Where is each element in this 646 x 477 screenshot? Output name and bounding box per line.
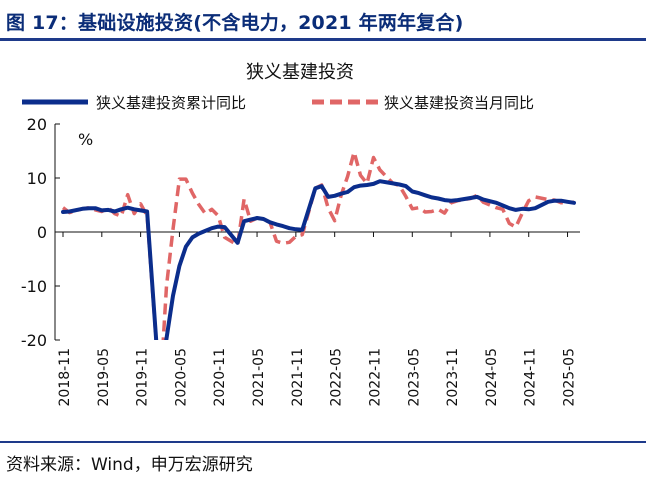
x-tick-label: 2022-11 (367, 348, 383, 407)
chart-title: 狭义基建投资 (246, 62, 354, 83)
figure-title: 图 17：基础设施投资(不含电力，2021 年两年复合) (6, 12, 464, 34)
x-tick-label: 2018-11 (57, 348, 73, 407)
y-tick-label: 20 (27, 115, 47, 134)
x-tick-label: 2024-05 (484, 348, 500, 407)
title-rule (0, 38, 646, 41)
x-tick-label: 2023-11 (445, 348, 461, 407)
y-tick-label: 0 (37, 223, 47, 242)
series-layer (61, 150, 576, 340)
y-tick-label: 10 (27, 169, 47, 188)
x-tick-label: 2024-11 (523, 348, 539, 407)
source-rule (0, 441, 646, 443)
legend-label-monthly: 狭义基建投资当月同比 (384, 94, 534, 112)
y-unit-label: % (78, 130, 93, 149)
x-tick-label: 2020-05 (173, 348, 189, 407)
legend-label-cumulative: 狭义基建投资累计同比 (96, 94, 246, 112)
figure-header: 图 17：基础设施投资(不含电力，2021 年两年复合) (0, 0, 646, 44)
x-tick-label: 2023-05 (406, 348, 422, 407)
x-axis-ticks: 2018-11 2019-05 2019-11 2020-05 2020-11 2021-… (57, 232, 578, 407)
x-tick-label: 2020-11 (212, 348, 228, 407)
y-axis-ticks: 20 10 0 -10 -20 (21, 115, 60, 350)
y-tick-label: -20 (21, 331, 47, 350)
x-tick-label: 2021-05 (251, 348, 267, 407)
x-tick-label: 2019-05 (96, 348, 112, 407)
x-tick-label: 2022-05 (329, 348, 345, 407)
source-note: 资料来源：Wind，申万宏源研究 (6, 455, 253, 475)
legend: 狭义基建投资累计同比 狭义基建投资当月同比 (22, 94, 534, 112)
x-tick-label: 2019-11 (135, 348, 151, 407)
x-tick-label: 2021-11 (290, 348, 306, 407)
series-line-cumulative (61, 179, 576, 340)
x-tick-label: 2025-05 (562, 348, 578, 407)
y-tick-label: -10 (21, 277, 47, 296)
line-chart: 狭义基建投资 狭义基建投资累计同比 狭义基建投资当月同比 % 20 10 0 -10 -… (21, 62, 580, 407)
